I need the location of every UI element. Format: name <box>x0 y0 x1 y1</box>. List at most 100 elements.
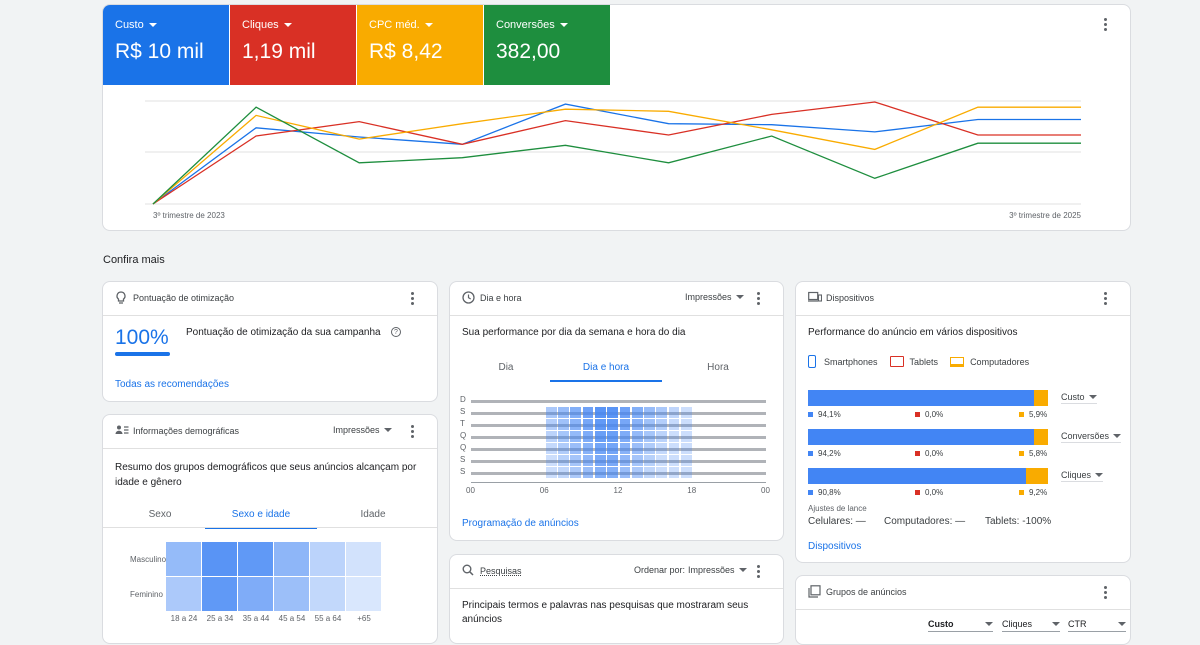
dayhour-cell[interactable] <box>570 419 582 430</box>
heatmap-cell[interactable] <box>202 542 237 576</box>
dayhour-cell[interactable] <box>644 443 655 454</box>
dayhour-cell[interactable] <box>680 431 692 442</box>
dayhour-cell[interactable] <box>545 467 557 478</box>
more-options-icon[interactable] <box>1104 292 1108 305</box>
dayhour-cell[interactable] <box>656 419 668 430</box>
metric-label[interactable]: Conversões <box>496 19 598 31</box>
heatmap-cell[interactable] <box>346 577 381 611</box>
adgroups-column-selector[interactable]: Custo <box>928 619 993 632</box>
device-bar[interactable] <box>808 468 1048 484</box>
dayhour-cell[interactable] <box>558 443 569 454</box>
metric-tile[interactable]: Cliques 1,19 mil <box>230 5 356 85</box>
dayhour-cell[interactable] <box>558 467 569 478</box>
device-metric-dropdown[interactable]: Cliques <box>1061 470 1104 482</box>
dayhour-cell[interactable] <box>594 443 606 454</box>
tab-sexo-e-idade[interactable]: Sexo e idade <box>205 509 317 529</box>
dayhour-cell[interactable] <box>644 431 655 442</box>
heatmap-cell[interactable] <box>346 542 381 576</box>
dayhour-cell[interactable] <box>656 467 668 478</box>
dayhour-cell[interactable] <box>570 455 582 466</box>
dayhour-cell[interactable] <box>680 407 692 418</box>
more-options-icon[interactable] <box>411 292 415 305</box>
dayhour-cell[interactable] <box>631 419 643 430</box>
tab-sexo[interactable]: Sexo <box>148 509 172 520</box>
dayhour-cell[interactable] <box>619 431 631 442</box>
dayhour-cell[interactable] <box>619 419 631 430</box>
dayhour-cell[interactable] <box>594 455 606 466</box>
dayhour-cell[interactable] <box>631 443 643 454</box>
metric-label[interactable]: Cliques <box>242 19 344 31</box>
dayhour-cell[interactable] <box>607 431 618 442</box>
dayhour-cell[interactable] <box>644 419 655 430</box>
heatmap-cell[interactable] <box>274 577 309 611</box>
dayhour-cell[interactable] <box>558 407 569 418</box>
dayhour-cell[interactable] <box>680 443 692 454</box>
tab-dia-e-hora[interactable]: Dia e hora <box>550 362 662 382</box>
metric-tile[interactable]: CPC méd. R$ 8,42 <box>357 5 483 85</box>
dayhour-cell[interactable] <box>570 407 582 418</box>
dayhour-cell[interactable] <box>644 467 655 478</box>
heatmap-cell[interactable] <box>238 542 273 576</box>
tab-idade[interactable]: Idade <box>360 509 386 520</box>
dayhour-metric-dropdown[interactable]: Impressões <box>685 292 744 302</box>
more-options-icon[interactable] <box>757 565 761 578</box>
dayhour-cell[interactable] <box>582 407 594 418</box>
dayhour-cell[interactable] <box>680 467 692 478</box>
dayhour-cell[interactable] <box>656 443 668 454</box>
heatmap-cell[interactable] <box>310 577 345 611</box>
dayhour-cell[interactable] <box>644 407 655 418</box>
ad-schedule-link[interactable]: Programação de anúncios <box>462 518 579 529</box>
dayhour-cell[interactable] <box>570 443 582 454</box>
adgroups-column-selector[interactable]: CTR <box>1068 619 1126 632</box>
dayhour-cell[interactable] <box>668 419 680 430</box>
demographics-metric-dropdown[interactable]: Impressões <box>333 425 392 435</box>
device-bar[interactable] <box>808 390 1048 406</box>
dayhour-cell[interactable] <box>656 455 668 466</box>
dayhour-cell[interactable] <box>545 419 557 430</box>
metric-label[interactable]: Custo <box>115 19 217 31</box>
metric-tile[interactable]: Conversões 382,00 <box>484 5 610 85</box>
searches-sort-dropdown[interactable]: Ordenar por: Impressões <box>634 565 747 575</box>
dayhour-cell[interactable] <box>668 407 680 418</box>
dayhour-cell[interactable] <box>582 467 594 478</box>
dayhour-cell[interactable] <box>582 455 594 466</box>
tab-hora[interactable]: Hora <box>707 362 729 373</box>
dayhour-cell[interactable] <box>607 419 618 430</box>
dayhour-cell[interactable] <box>545 431 557 442</box>
dayhour-cell[interactable] <box>680 455 692 466</box>
dayhour-cell[interactable] <box>656 407 668 418</box>
dayhour-cell[interactable] <box>668 431 680 442</box>
dayhour-cell[interactable] <box>582 419 594 430</box>
adgroups-column-selector[interactable]: Cliques <box>1002 619 1060 632</box>
dayhour-cell[interactable] <box>607 467 618 478</box>
metric-tile[interactable]: Custo R$ 10 mil <box>103 5 229 85</box>
device-metric-dropdown[interactable]: Custo <box>1061 392 1097 404</box>
more-options-icon[interactable] <box>757 292 761 305</box>
dayhour-cell[interactable] <box>644 455 655 466</box>
dayhour-cell[interactable] <box>631 467 643 478</box>
device-metric-dropdown[interactable]: Conversões <box>1061 431 1122 443</box>
tab-dia[interactable]: Dia <box>498 362 514 373</box>
dayhour-cell[interactable] <box>582 443 594 454</box>
dayhour-cell[interactable] <box>558 431 569 442</box>
dayhour-cell[interactable] <box>558 419 569 430</box>
more-options-icon[interactable] <box>411 425 415 438</box>
heatmap-cell[interactable] <box>274 542 309 576</box>
heatmap-cell[interactable] <box>238 577 273 611</box>
dayhour-cell[interactable] <box>582 431 594 442</box>
all-recommendations-link[interactable]: Todas as recomendações <box>115 379 229 390</box>
dayhour-cell[interactable] <box>570 467 582 478</box>
dayhour-cell[interactable] <box>594 467 606 478</box>
more-options-icon[interactable] <box>1104 586 1108 599</box>
dayhour-cell[interactable] <box>594 407 606 418</box>
heatmap-cell[interactable] <box>166 542 201 576</box>
dayhour-cell[interactable] <box>619 407 631 418</box>
dayhour-cell[interactable] <box>607 443 618 454</box>
dayhour-cell[interactable] <box>594 419 606 430</box>
dayhour-cell[interactable] <box>545 407 557 418</box>
devices-link[interactable]: Dispositivos <box>808 541 862 552</box>
heatmap-cell[interactable] <box>202 577 237 611</box>
dayhour-cell[interactable] <box>607 407 618 418</box>
heatmap-cell[interactable] <box>166 577 201 611</box>
dayhour-cell[interactable] <box>631 407 643 418</box>
